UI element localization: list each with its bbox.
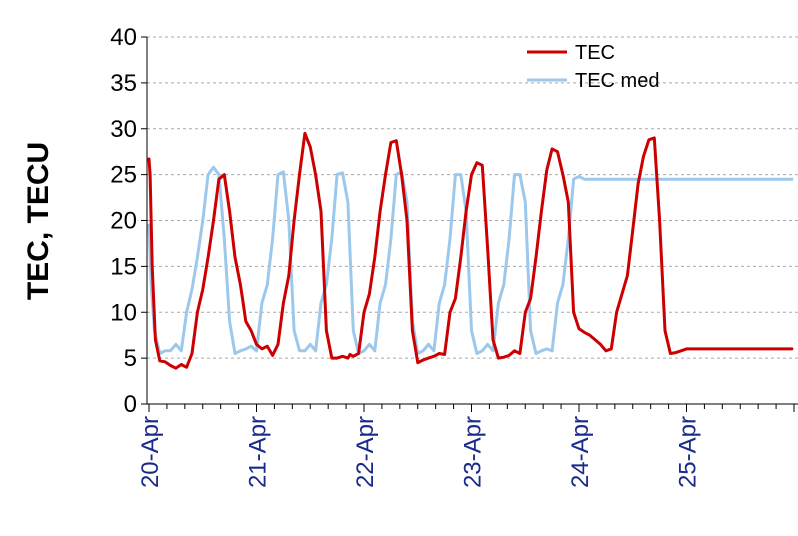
y-tick-label: 40 [110, 24, 137, 51]
y-axis-label: TEC, TECU [22, 142, 55, 300]
x-tick-label: 23-Apr [460, 416, 487, 488]
y-tick-label: 15 [110, 253, 137, 280]
series-lines [147, 131, 794, 370]
legend-label-tec-med: TEC med [575, 70, 659, 92]
series-line-tec-med [147, 165, 794, 355]
y-tick-label: 30 [110, 116, 137, 143]
x-axis-tick-labels: 20-Apr 21-Apr 22-Apr 23-Apr 24-Apr 25-Apr [137, 416, 702, 488]
x-tick-label: 20-Apr [137, 416, 164, 488]
series-line-tec [147, 131, 794, 370]
y-tick-label: 20 [110, 208, 137, 235]
legend: TEC TEC med [527, 42, 659, 92]
y-tick-label: 35 [110, 70, 137, 97]
y-axis-tick-labels: 0 5 10 15 20 25 30 35 40 [110, 24, 147, 418]
y-tick-label: 5 [124, 345, 137, 372]
x-tick-label: 25-Apr [675, 416, 702, 488]
y-tick-label: 25 [110, 162, 137, 189]
legend-label-tec: TEC [575, 42, 615, 64]
x-tick-label: 22-Apr [352, 416, 379, 488]
y-tick-label: 0 [124, 391, 137, 418]
x-tick-label: 24-Apr [567, 416, 594, 488]
x-tick-label: 21-Apr [245, 416, 272, 488]
y-tick-label: 10 [110, 299, 137, 326]
x-axis-minor-ticks [148, 404, 795, 412]
